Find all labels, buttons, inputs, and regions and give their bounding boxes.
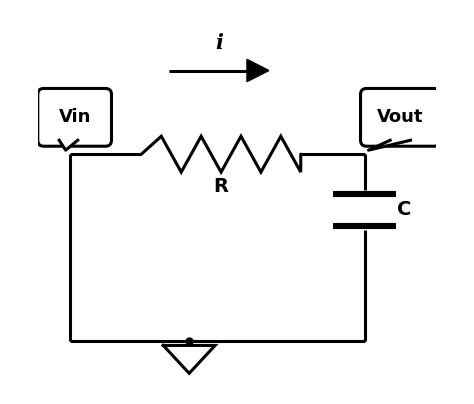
Polygon shape <box>59 140 78 150</box>
Polygon shape <box>368 140 410 150</box>
Text: C: C <box>397 200 411 219</box>
FancyBboxPatch shape <box>361 88 440 146</box>
Text: i: i <box>215 33 223 53</box>
Text: R: R <box>214 177 228 196</box>
Text: Vout: Vout <box>377 108 424 126</box>
Text: Vin: Vin <box>58 108 91 126</box>
FancyBboxPatch shape <box>38 88 111 146</box>
Polygon shape <box>247 59 269 82</box>
